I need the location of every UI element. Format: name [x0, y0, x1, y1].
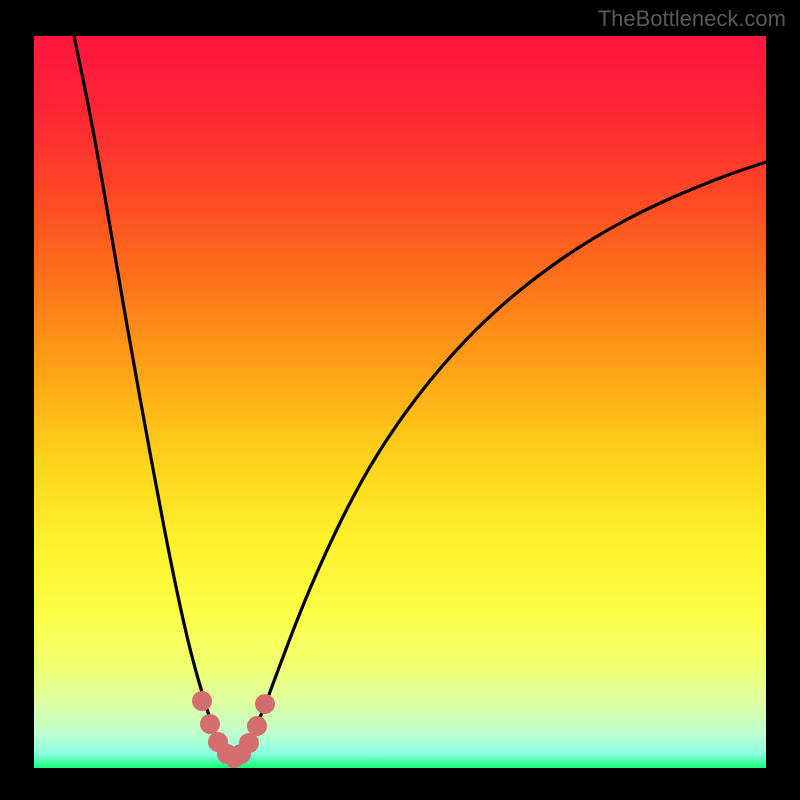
watermark-text: TheBottleneck.com	[598, 6, 786, 32]
chart-container: TheBottleneck.com	[0, 0, 800, 800]
curve-marker	[247, 716, 267, 736]
plot-area	[34, 36, 766, 768]
curve-marker	[200, 714, 220, 734]
curve-marker	[255, 694, 275, 714]
bottleneck-curve	[34, 36, 766, 768]
curve-marker	[239, 733, 259, 753]
curve-marker	[192, 691, 212, 711]
